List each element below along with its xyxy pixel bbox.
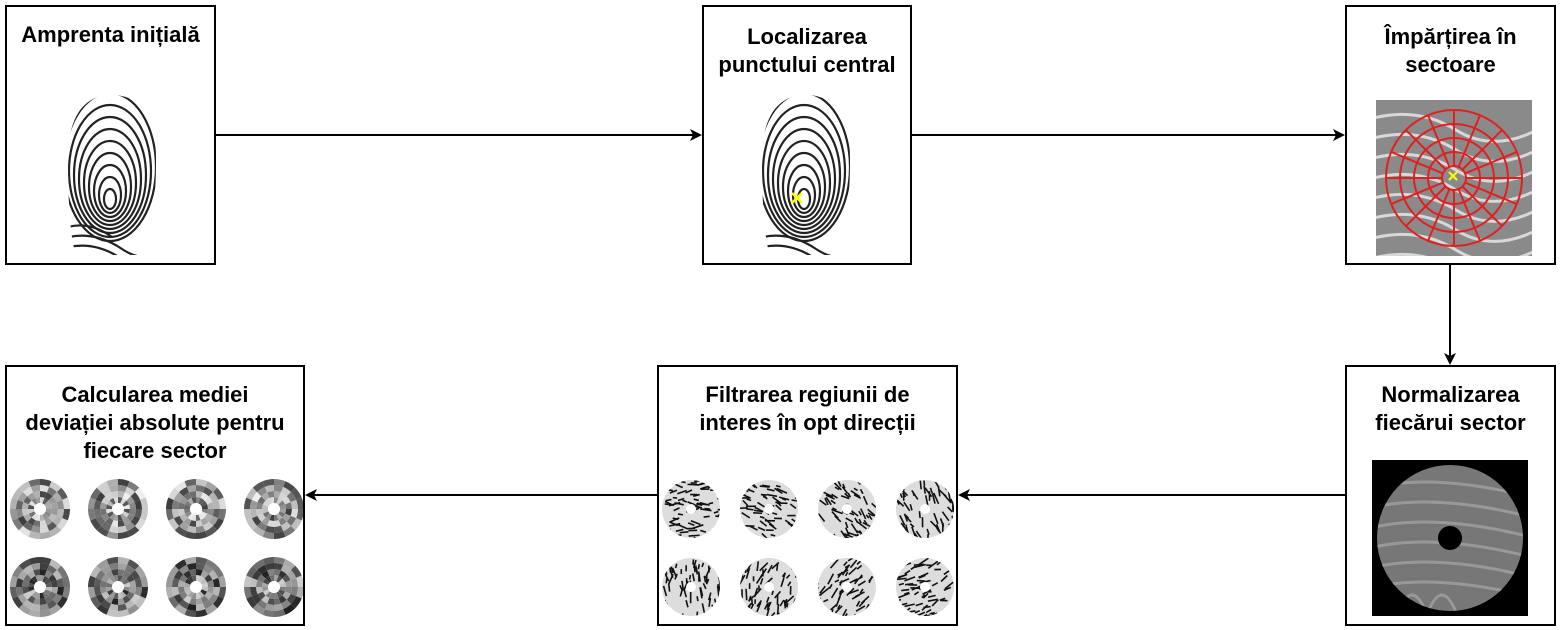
- normalized-roi-image: [1372, 460, 1528, 616]
- aad-disc: [166, 479, 226, 539]
- aad-disc: [244, 479, 303, 539]
- step-title: Filtrarea regiunii de interes în opt dir…: [699, 382, 916, 435]
- filtered-disc: [662, 558, 720, 616]
- aad-disc: [10, 479, 70, 539]
- filtered-disc: [662, 480, 720, 538]
- step-aad-computation: Calcularea mediei deviației absolute pen…: [5, 365, 305, 626]
- x-marker-icon: [1448, 171, 1458, 181]
- aad-disc: [244, 557, 303, 617]
- step-core-localization: Localizarea punctului central: [702, 5, 912, 265]
- filtered-disc: [740, 558, 798, 616]
- step-title: Normalizarea fiecărui sector: [1375, 382, 1526, 435]
- filtered-images-grid: [662, 480, 954, 616]
- aad-disc: [88, 557, 148, 617]
- aad-disc: [88, 479, 148, 539]
- filtered-disc: [896, 480, 954, 538]
- filtered-disc: [818, 558, 876, 616]
- sector-grid-image: [1376, 100, 1532, 256]
- aad-disc: [166, 557, 226, 617]
- filtered-disc: [896, 558, 954, 616]
- aad-disc: [10, 557, 70, 617]
- step-sector-division: Împărțirea în sectoare: [1345, 5, 1556, 265]
- x-marker-icon: [791, 192, 803, 204]
- step-initial-fingerprint: Amprenta inițială: [5, 5, 216, 265]
- filtered-disc: [818, 480, 876, 538]
- fingerprint-image: [68, 95, 156, 255]
- step-title: Împărțirea în sectoare: [1384, 24, 1517, 77]
- step-title: Localizarea punctului central: [718, 24, 896, 77]
- fingerprint-image: [762, 95, 850, 255]
- step-directional-filtering: Filtrarea regiunii de interes în opt dir…: [657, 365, 958, 626]
- step-title: Amprenta inițială: [21, 22, 200, 47]
- aad-feature-maps-grid: [10, 479, 303, 617]
- step-title: Calcularea mediei deviației absolute pen…: [25, 382, 285, 463]
- step-normalization: Normalizarea fiecărui sector: [1345, 365, 1556, 626]
- filtered-disc: [740, 480, 798, 538]
- sector-grid: [1385, 109, 1523, 247]
